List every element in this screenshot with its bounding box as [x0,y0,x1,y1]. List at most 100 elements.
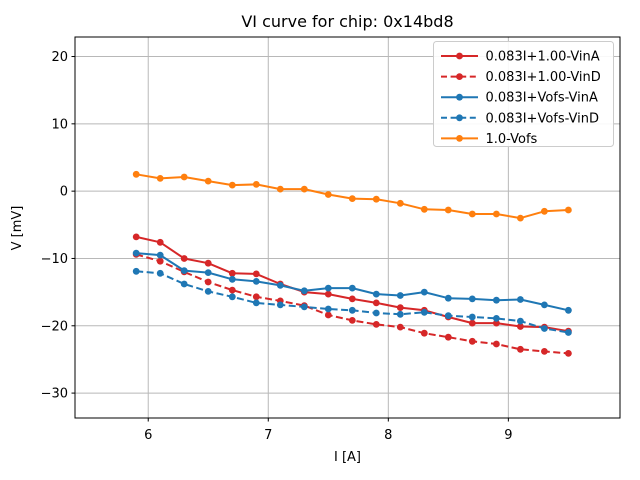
legend-item: 0.083I+Vofs-VinD [441,111,599,126]
data-point [156,251,164,259]
data-point [493,210,500,218]
data-point [444,333,452,341]
data-point [228,293,236,301]
data-point [372,299,380,307]
data-point [276,185,284,193]
data-point [444,206,452,214]
data-point [565,206,572,214]
legend-sample-marker [456,114,463,122]
legend-label: 0.083I+Vofs-VinA [486,91,599,106]
series-line [135,253,569,355]
data-point [204,259,212,267]
data-point [324,305,332,313]
legend-label: 1.0-Vofs [486,132,538,147]
data-point [565,329,572,336]
data-point [156,257,164,265]
data-point [156,269,164,277]
plot-border [74,36,621,419]
data-point [324,311,332,319]
y-tick-label: −30 [41,387,68,402]
data-point [180,173,188,181]
data-point [396,323,404,331]
data-point [372,309,380,317]
data-point [180,255,188,262]
legend-label: 0.083I+Vofs-VinD [486,111,600,126]
data-point [324,290,332,298]
data-point [444,312,452,320]
legend-box [433,41,614,147]
legend-sample-marker [456,135,463,142]
data-point [468,337,476,345]
data-point [300,303,308,311]
data-point [420,205,428,213]
tick-layer: 6 7 8 9 20 10 0 −10 −20 −30 [41,50,513,443]
data-point [228,275,236,283]
y-tick-label: 10 [51,117,68,132]
data-point [276,301,284,309]
x-tick-label: 7 [264,428,272,443]
series-0.083I+1.00-VinD [132,251,572,357]
y-tick-label: 0 [60,185,68,200]
x-tick-label: 8 [384,428,392,443]
data-point [204,288,212,295]
data-point [372,195,380,203]
data-point [420,329,428,337]
y-tick-label: 20 [51,50,68,65]
data-point [396,292,404,299]
y-axis-label: V [mV] [10,206,25,251]
legend-item: 0.083I+Vofs-VinA [441,91,598,106]
legend-sample-marker [456,93,463,101]
data-point [493,315,500,322]
chart-title: VI curve for chip: 0x14bd8 [241,12,453,31]
data-point [396,310,404,318]
y-tick-label: −20 [41,319,68,334]
legend-item: 1.0-Vofs [441,132,538,147]
data-point [565,350,572,357]
data-point [541,207,548,215]
data-point [204,278,212,286]
data-point [252,181,260,188]
x-tick-label: 9 [504,428,512,443]
data-point [541,301,548,309]
x-axis-label: I [A] [334,450,361,465]
data-point [517,296,524,303]
legend-sample-marker [456,73,463,80]
data-point [156,175,164,182]
data-point [252,278,260,285]
data-point [132,170,140,178]
data-point [156,238,164,246]
data-point [324,284,332,292]
data-point [348,317,356,324]
legend: 0.083I+1.00-VinA 0.083I+1.00-VinD 0.083I+V… [433,41,614,147]
data-point [372,290,380,298]
axes-spines [74,36,621,419]
data-point [348,284,356,292]
data-point [444,294,452,302]
data-point [517,317,524,325]
data-point [517,345,524,353]
data-point [372,321,380,328]
data-point [493,319,500,327]
data-point [493,296,500,304]
data-point [132,267,140,275]
data-point [565,306,572,314]
data-point [348,195,356,203]
data-point [252,293,260,301]
data-point [324,191,332,198]
data-point [204,177,212,185]
data-point [396,304,404,311]
legend-label: 0.083I+1.00-VinD [486,70,601,85]
legend-item: 0.083I+1.00-VinD [441,70,601,85]
data-point [228,286,236,294]
data-point [180,280,188,288]
legend-item: 0.083I+1.00-VinA [441,50,600,65]
legend-sample-marker [456,52,463,60]
data-point [276,282,284,289]
y-tick-label: −10 [41,252,68,267]
series-layer [132,170,572,357]
series-0.083I+Vofs-VinD [132,267,572,336]
data-point [468,295,476,303]
legend-label: 0.083I+1.00-VinA [486,50,600,65]
